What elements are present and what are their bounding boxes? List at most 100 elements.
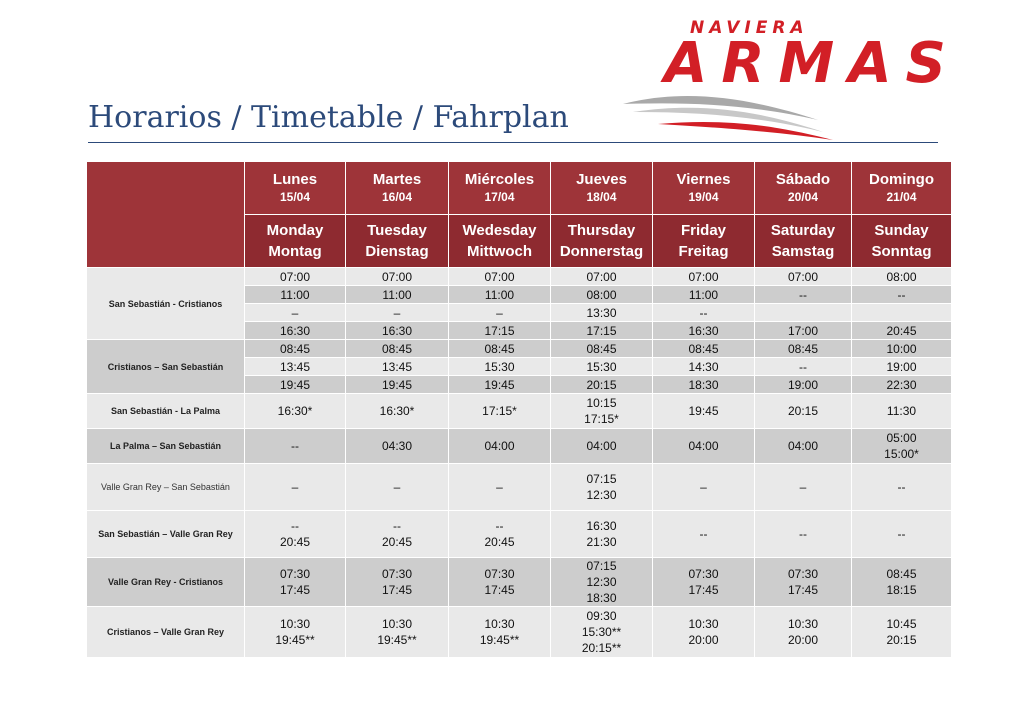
day-header-en-de-3: Thursday Donnerstag — [550, 214, 653, 268]
time-cell: 22:30 — [851, 375, 952, 394]
time-cell: 07:30 17:45 — [652, 557, 755, 607]
logo-swoosh-icon — [623, 96, 833, 140]
time-cell: 08:00 — [851, 267, 952, 286]
time-value: 11:30 — [886, 404, 917, 418]
time-cell: – — [652, 463, 755, 511]
time-cell: -- 20:45 — [244, 510, 346, 558]
time-value: – — [700, 480, 707, 494]
time-cell: 16:30* — [244, 393, 346, 429]
day-name-es: Miércoles — [464, 171, 535, 188]
time-cell: 04:00 — [448, 428, 551, 464]
time-value: -- — [897, 480, 906, 494]
time-cell: 15:30 — [550, 357, 653, 376]
day-header-0: Lunes 15/04 — [244, 161, 346, 215]
time-value: 07:15 — [586, 559, 617, 573]
time-cell: 20:15 — [754, 393, 852, 429]
time-value: – — [393, 480, 401, 494]
time-value: 12:30 — [586, 488, 617, 502]
route-label: La Palma – San Sebastián — [86, 428, 245, 464]
time-value: 07:15 — [586, 472, 617, 486]
time-value: 07:30 — [279, 567, 311, 581]
naviera-armas-logo: NAVIERA ARMAS — [600, 14, 950, 146]
time-cell: 20:15 — [550, 375, 653, 394]
time-value: 20:15 — [787, 404, 819, 418]
time-cell: 17:15 — [550, 321, 653, 340]
day-name-en: Tuesday — [367, 222, 427, 239]
time-cell: 08:45 — [345, 339, 449, 358]
time-cell: 07:30 17:45 — [345, 557, 449, 607]
route-label: Cristianos – Valle Gran Rey — [86, 606, 245, 658]
time-cell: – — [754, 463, 852, 511]
time-value: 04:00 — [688, 439, 719, 453]
day-name-es: Jueves — [576, 171, 627, 188]
time-value: 20:45 — [484, 535, 515, 549]
route-label: Valle Gran Rey – San Sebastián — [86, 463, 245, 511]
time-value: 17:45 — [381, 583, 413, 597]
time-cell: 11:30 — [851, 393, 952, 429]
time-value: 19:45** — [275, 633, 315, 647]
time-cell: 08:00 — [550, 285, 653, 304]
time-cell: -- — [244, 428, 346, 464]
time-cell: -- — [652, 510, 755, 558]
time-cell: 04:00 — [754, 428, 852, 464]
time-cell: 17:15 — [448, 321, 551, 340]
day-name-es: Sábado — [775, 171, 831, 188]
day-name-en: Wedesday — [462, 222, 537, 239]
time-value: 04:30 — [381, 439, 413, 453]
time-cell: 10:30 19:45** — [345, 606, 449, 658]
day-name-de: Donnerstag — [559, 243, 644, 260]
day-name-de: Dienstag — [365, 243, 429, 260]
time-cell: -- — [851, 510, 952, 558]
time-cell: 08:45 — [652, 339, 755, 358]
time-value: -- — [393, 519, 401, 533]
page-title: Horarios / Timetable / Fahrplan — [88, 100, 569, 135]
time-cell: 19:45 — [652, 393, 755, 429]
time-value: 21:30 — [586, 535, 617, 549]
time-value: 07:30 — [381, 567, 413, 581]
day-name-de: Sonntag — [871, 243, 932, 260]
day-date: 15/04 — [279, 190, 311, 204]
time-cell: 10:00 — [851, 339, 952, 358]
time-cell: 04:30 — [345, 428, 449, 464]
time-value: 17:15* — [584, 412, 619, 426]
time-value: 04:00 — [586, 439, 617, 453]
time-cell: 10:30 19:45** — [448, 606, 551, 658]
time-cell: 08:45 — [550, 339, 653, 358]
timetable: Lunes 15/04 Martes 16/04 Miércoles 17/04 Jueve… — [86, 161, 952, 658]
time-cell: 11:00 — [652, 285, 755, 304]
time-cell: 13:45 — [345, 357, 449, 376]
time-value: 15:00* — [884, 447, 919, 461]
time-value: 12:30 — [586, 575, 617, 589]
time-cell: 07:00 — [652, 267, 755, 286]
time-cell: 13:45 — [244, 357, 346, 376]
table-row: Cristianos – Valle Gran Rey 10:30 19:45** 1… — [86, 606, 952, 658]
time-cell: 04:00 — [550, 428, 653, 464]
time-value: 17:45 — [688, 583, 719, 597]
table-row: San Sebastián - Cristianos 07:00 07:00 07:0… — [86, 267, 952, 340]
table-row: – – –13:30 -- — [87, 303, 952, 322]
time-cell: – — [345, 303, 449, 322]
route-label: Cristianos – San Sebastián — [86, 339, 245, 394]
time-value: 09:30 — [586, 609, 617, 623]
day-name-de: Montag — [268, 243, 322, 260]
time-cell: 08:45 18:15 — [851, 557, 952, 607]
day-date: 20/04 — [787, 190, 819, 204]
time-cell: 07:00 — [754, 267, 852, 286]
header-corner — [86, 161, 245, 268]
time-value: -- — [897, 527, 906, 541]
time-value: 04:00 — [484, 439, 515, 453]
time-cell: 16:30 — [244, 321, 346, 340]
time-value: 07:30 — [787, 567, 819, 581]
day-name-en: Saturday — [770, 222, 836, 239]
time-cell: 17:15* — [448, 393, 551, 429]
time-value: – — [799, 480, 807, 494]
time-cell: 16:30* — [345, 393, 449, 429]
time-cell: -- — [754, 285, 852, 304]
day-header-2: Miércoles 17/04 — [448, 161, 551, 215]
time-value: 10:30 — [484, 617, 515, 631]
time-cell: 18:30 — [652, 375, 755, 394]
time-cell: 15:30 — [448, 357, 551, 376]
time-cell: 09:30 15:30** 20:15** — [550, 606, 653, 658]
time-cell: 07:30 17:45 — [244, 557, 346, 607]
time-value: 19:45** — [479, 633, 520, 647]
